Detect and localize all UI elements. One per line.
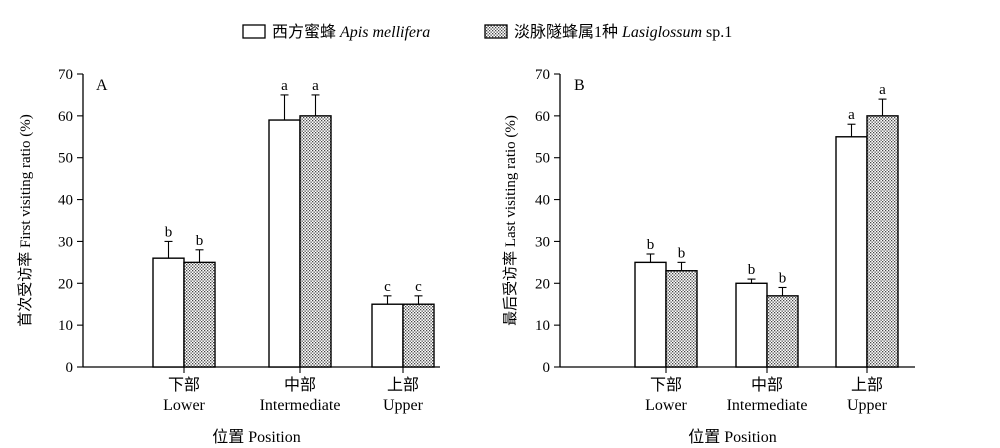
y-tick-label: 30	[58, 234, 73, 250]
bar	[183, 261, 216, 368]
bar	[152, 257, 185, 368]
bar	[371, 303, 404, 368]
y-axis-label: 首次受访率 First visiting ratio (%)	[17, 114, 34, 327]
significance-letter: b	[748, 262, 756, 278]
bar	[866, 115, 899, 368]
bar	[299, 115, 332, 368]
panel-b: 0 10 20 30 40 50 60 70 B 最后受访率 Last visiting rati…	[502, 67, 915, 446]
bar	[735, 282, 768, 368]
significance-letter: b	[647, 237, 655, 253]
x-tick-label-zh: 上部	[851, 376, 883, 394]
panel-label: B	[574, 77, 585, 94]
y-tick-label: 70	[58, 67, 73, 83]
x-tick-label-en: Intermediate	[727, 397, 808, 414]
y-tick-label: 50	[58, 151, 73, 167]
legend-swatch-dotted	[484, 24, 508, 39]
legend-label-zh: 淡脉隧蜂属1种	[514, 23, 618, 41]
bar	[402, 303, 435, 368]
significance-letter: a	[848, 107, 855, 123]
y-tick-label: 10	[58, 318, 73, 334]
x-axis-label: 位置 Position	[688, 428, 776, 446]
panel-label: A	[96, 77, 108, 94]
legend: 西方蜜蜂 Apis mellifera 淡脉隧蜂属1种 Lasiglossum …	[242, 22, 732, 41]
y-tick-label: 40	[58, 193, 73, 209]
y-tick-label: 40	[535, 193, 550, 209]
legend-label-zh: 西方蜜蜂	[272, 22, 336, 41]
significance-letter: c	[415, 279, 422, 295]
y-tick-label: 0	[543, 360, 551, 376]
x-tick-label-en: Lower	[645, 397, 687, 414]
y-tick-label: 60	[58, 109, 73, 125]
x-tick-label-zh: 中部	[284, 376, 316, 394]
significance-letter: b	[196, 233, 204, 249]
significance-letter: a	[281, 78, 288, 94]
x-tick-label-en: Lower	[163, 397, 205, 414]
x-tick-label-zh: 下部	[168, 376, 200, 394]
bar	[268, 119, 301, 368]
svg-text:西方蜜蜂 Apis mellifera: 西方蜜蜂 Apis mellifera	[272, 22, 430, 41]
bar	[665, 270, 698, 368]
y-tick-label: 10	[535, 318, 550, 334]
x-tick-label-en: Upper	[847, 397, 888, 414]
x-tick-label-zh: 中部	[751, 376, 783, 394]
panel-a: 0 10 20 30 40 50 60 70 A 首次受访率 First visiting rat…	[17, 67, 440, 446]
x-axis-label: 位置 Position	[212, 428, 300, 446]
significance-letter: b	[779, 270, 787, 286]
y-tick-label: 70	[535, 67, 550, 83]
y-tick-label: 60	[535, 109, 550, 125]
legend-label-latin: Lasiglossum	[621, 24, 702, 41]
x-tick-label-en: Upper	[383, 397, 424, 414]
legend-swatch-open	[242, 24, 266, 39]
significance-letter: a	[312, 78, 319, 94]
significance-letter: a	[879, 82, 886, 98]
y-tick-label: 30	[535, 234, 550, 250]
svg-text:淡脉隧蜂属1种 Lasiglossum sp.1: 淡脉隧蜂属1种 Lasiglossum sp.1	[514, 23, 732, 41]
x-tick-label-zh: 上部	[387, 376, 419, 394]
significance-letter: b	[165, 224, 173, 240]
y-tick-label: 20	[535, 276, 550, 292]
x-tick-label-en: Intermediate	[260, 397, 341, 414]
y-tick-label: 50	[535, 151, 550, 167]
y-tick-label: 20	[58, 276, 73, 292]
bar	[835, 136, 868, 368]
legend-label-suffix: sp.1	[702, 24, 732, 41]
y-axis-label: 最后受访率 Last visiting ratio (%)	[502, 115, 519, 326]
bar	[634, 261, 667, 368]
bar	[766, 295, 799, 368]
significance-letter: c	[384, 279, 391, 295]
legend-label-latin: Apis mellifera	[339, 24, 430, 41]
x-tick-label-zh: 下部	[650, 376, 682, 394]
significance-letter: b	[678, 245, 686, 261]
y-tick-label: 0	[66, 360, 74, 376]
